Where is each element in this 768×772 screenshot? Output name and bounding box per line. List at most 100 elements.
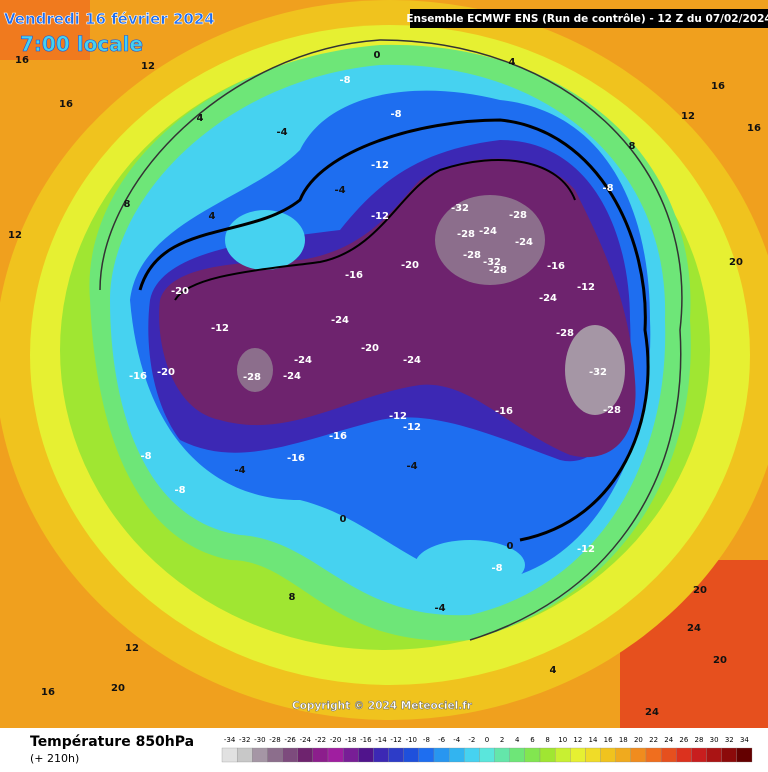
map-label: -20 xyxy=(401,260,419,271)
map-label: -24 xyxy=(294,355,312,366)
colorbar-tick: -2 xyxy=(468,736,475,744)
map-label: -12 xyxy=(211,323,229,334)
colorbar-tick: -20 xyxy=(330,736,341,744)
colorbar-tick: -10 xyxy=(406,736,417,744)
colorbar-tick: -6 xyxy=(438,736,446,744)
legend-title: Température 850hPa xyxy=(30,734,194,750)
colorbar-swatch xyxy=(221,747,238,763)
colorbar-tick: -26 xyxy=(284,736,296,744)
map-label: -4 xyxy=(406,461,417,472)
colorbar-tick: 10 xyxy=(558,736,567,744)
map-label: -12 xyxy=(403,422,421,433)
colorbar-swatch xyxy=(645,747,662,763)
colorbar-swatch xyxy=(615,747,632,763)
run-banner xyxy=(410,9,768,28)
map-label: -12 xyxy=(577,544,595,555)
map-label: 20 xyxy=(729,257,743,268)
colorbar-tick: 30 xyxy=(710,736,719,744)
colorbar-swatch xyxy=(630,747,647,763)
map-label: -28 xyxy=(243,372,261,383)
map-label: 20 xyxy=(111,683,125,694)
map-label: -8 xyxy=(491,563,502,574)
colorbar-swatch xyxy=(509,747,526,763)
map-label: -24 xyxy=(403,355,421,366)
colorbar-tick: -16 xyxy=(360,736,372,744)
map-label: -28 xyxy=(556,328,574,339)
map-label: -28 xyxy=(603,405,621,416)
map-label: -20 xyxy=(157,367,175,378)
colorbar-swatch xyxy=(433,747,450,763)
map-label: -8 xyxy=(339,75,350,86)
colorbar-swatch xyxy=(736,747,753,763)
map-label: -4 xyxy=(434,603,445,614)
colorbar-tick: 12 xyxy=(573,736,582,744)
colorbar-swatch xyxy=(585,747,601,763)
map-label: 20 xyxy=(693,585,707,596)
date-label: Vendredi 16 février 2024 xyxy=(4,10,215,28)
map-label: -8 xyxy=(174,485,185,496)
colorbar-swatch xyxy=(267,747,283,763)
colorbar-swatch xyxy=(494,747,510,763)
map-label: -24 xyxy=(539,293,557,304)
map-label: 8 xyxy=(289,592,296,603)
map-label: 16 xyxy=(15,55,29,66)
colorbar-swatch xyxy=(524,747,541,763)
colorbar-tick: 22 xyxy=(649,736,658,744)
time-label: 7:00 locale xyxy=(20,32,143,56)
map-label: -16 xyxy=(495,406,513,417)
map-label: 12 xyxy=(8,230,22,241)
map-label: -16 xyxy=(287,453,305,464)
colorbar-swatch xyxy=(479,747,495,763)
map-label: -8 xyxy=(390,109,401,120)
colorbar-swatch xyxy=(252,747,268,763)
colorbar-tick: 8 xyxy=(545,736,549,744)
map-label: -24 xyxy=(515,237,533,248)
map-label: -24 xyxy=(331,315,349,326)
map-label: -28 xyxy=(463,250,481,261)
colorbar-tick: 0 xyxy=(485,736,489,744)
colorbar-tick: -28 xyxy=(269,736,280,744)
map-label: 12 xyxy=(141,61,155,72)
colorbar-tick: -24 xyxy=(300,736,312,744)
colorbar-tick: 6 xyxy=(530,736,535,744)
colorbar-swatch xyxy=(570,747,586,763)
map-label: 16 xyxy=(747,123,761,134)
colorbar-swatch xyxy=(448,747,465,763)
colorbar-tick: -14 xyxy=(375,736,387,744)
map-labels: 16 12 16 4 8 12 4 -8 -8 -4 -4 0 -12 -12 … xyxy=(8,50,761,718)
map-label: -8 xyxy=(602,183,613,194)
colorbar-tick: -4 xyxy=(453,736,461,744)
map-label: -32 xyxy=(589,367,607,378)
map-label: 8 xyxy=(629,141,636,152)
colorbar-swatch xyxy=(403,747,420,763)
field-core xyxy=(237,348,273,392)
colorbar-swatch xyxy=(388,747,404,763)
colorbar-swatch xyxy=(554,747,571,763)
colorbar-swatch xyxy=(282,747,298,763)
map-label: 16 xyxy=(711,81,725,92)
colorbar-swatch xyxy=(342,747,359,763)
run-label: Ensemble ECMWF ENS (Run de contrôle) - 1… xyxy=(406,13,768,25)
map-label: 0 xyxy=(374,50,381,61)
colorbar-tick: -12 xyxy=(390,736,401,744)
map-label: 16 xyxy=(59,99,73,110)
colorbar-tick: 34 xyxy=(740,736,749,744)
colorbar-swatch xyxy=(312,747,329,763)
map-label: 4 xyxy=(509,57,516,68)
map-label: 24 xyxy=(645,707,659,718)
map-label: -12 xyxy=(371,211,389,222)
map-label: -28 xyxy=(457,229,475,240)
field-lake xyxy=(415,540,525,590)
colorbar-tick: 14 xyxy=(589,736,598,744)
colorbar-swatch xyxy=(600,747,616,763)
colorbar-tick: -30 xyxy=(254,736,265,744)
map-label: -12 xyxy=(371,160,389,171)
colorbar-swatch xyxy=(660,747,677,763)
field-hot xyxy=(0,0,90,60)
colorbar-tick: -18 xyxy=(345,736,356,744)
colorbar-swatch xyxy=(721,747,738,763)
map-label: 4 xyxy=(550,665,557,676)
copyright: Copyright © 2024 Meteociel.fr xyxy=(292,700,473,712)
map-label: -12 xyxy=(389,411,407,422)
